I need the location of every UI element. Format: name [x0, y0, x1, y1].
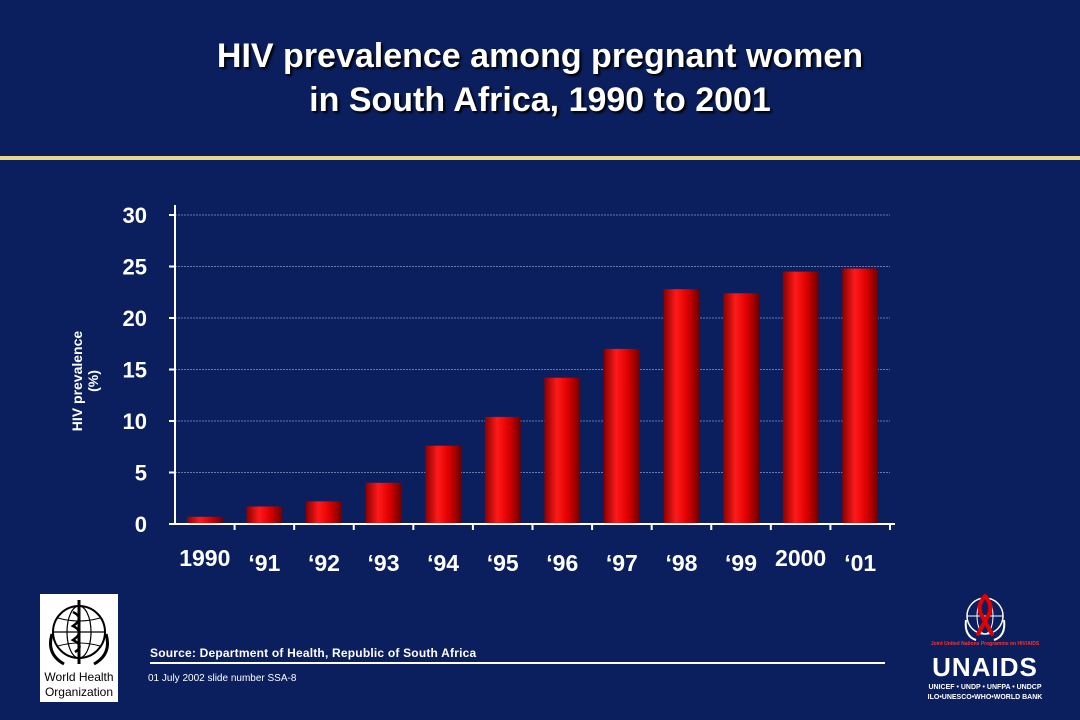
slide-title-line-2: in South Africa, 1990 to 2001: [309, 81, 771, 119]
unaids-wordmark: UNAIDS: [932, 652, 1038, 682]
bar: [306, 501, 342, 524]
y-tick-label: 0: [135, 512, 147, 537]
bar: [663, 289, 700, 524]
y-tick-label: 10: [123, 409, 147, 434]
bars: [186, 268, 879, 524]
axes: [169, 205, 895, 530]
x-tick-label: ‘98: [665, 550, 697, 576]
x-tick-label: 2000: [775, 545, 826, 571]
who-logo-text: World Health Organization: [40, 670, 118, 700]
x-tick-label: ‘99: [725, 550, 757, 576]
bar: [484, 416, 521, 524]
unaids-emblem-icon: [964, 594, 1006, 641]
unaids-logo: Joint United Nations Programme on HIV/AI…: [920, 590, 1050, 710]
source-note: Source: Department of Health, Republic o…: [150, 646, 477, 660]
who-emblem-icon: [49, 600, 109, 666]
unaids-tagline: Joint United Nations Programme on HIV/AI…: [930, 641, 1040, 647]
bar: [425, 445, 461, 524]
title-divider: [0, 156, 1080, 160]
y-tick-label: 30: [123, 203, 147, 228]
bar: [186, 516, 223, 524]
source-underline: [150, 662, 885, 664]
unaids-subtext-2: ILO•UNESCO•WHO•WORLD BANK: [927, 694, 1043, 701]
bar: [604, 348, 640, 524]
y-tick-label: 15: [123, 358, 147, 383]
bar: [782, 271, 819, 524]
y-tick-label: 20: [123, 306, 147, 331]
y-tick-label: 5: [135, 461, 147, 486]
slide-info: 01 July 2002 slide number SSA-8: [148, 673, 297, 684]
unaids-subtext-1: UNICEF • UNDP • UNFPA • UNDCP: [928, 684, 1042, 691]
x-tick-label: 1990: [179, 545, 230, 571]
bar: [544, 377, 581, 524]
y-axis-label: HIV prevalence (%): [69, 330, 101, 432]
bar: [842, 268, 879, 524]
x-tick-label: ‘01: [844, 550, 876, 576]
slide-title-line-1: HIV prevalence among pregnant women: [216, 37, 864, 75]
bar: [246, 506, 283, 524]
bar-chart: 0 5 10 15 20 25 30 1990 ‘91 ‘92 ‘93 ‘94 ‘95 ‘96 ‘97 ‘98…: [123, 203, 895, 576]
slide-title: HIV prevalence among pregnant women in S…: [0, 34, 1080, 122]
bar: [365, 482, 402, 524]
x-tick-label: ‘94: [427, 550, 459, 576]
bar: [723, 293, 759, 524]
who-logo-text-line-2: Organization: [44, 685, 114, 699]
x-tick-label: ‘91: [248, 550, 280, 576]
x-tick-label: ‘95: [487, 550, 519, 576]
y-tick-label: 25: [123, 255, 147, 280]
x-tick-label: ‘93: [368, 550, 400, 576]
x-tick-label: ‘97: [606, 550, 638, 576]
who-logo-text-line-1: World Health: [44, 670, 114, 684]
x-tick-label: ‘96: [546, 550, 578, 576]
gridlines: [175, 214, 890, 473]
who-logo: World Health Organization: [40, 594, 118, 702]
x-tick-label: ‘92: [308, 550, 340, 576]
tick-labels: 0 5 10 15 20 25 30 1990 ‘91 ‘92 ‘93 ‘94 ‘95 ‘96 ‘97 ‘98…: [123, 203, 877, 576]
